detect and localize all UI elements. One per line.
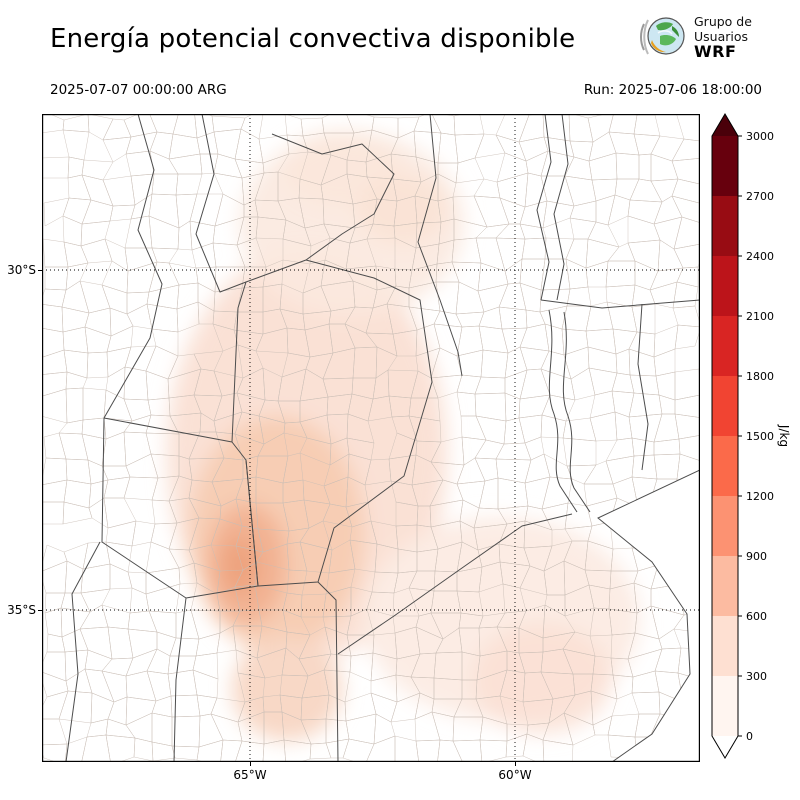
map-canvas: [42, 114, 700, 762]
x-tick-65w: 65°W: [233, 768, 267, 782]
graticule-gridlines: [42, 114, 700, 762]
map-frame: [42, 114, 700, 762]
y-tick-30s: 30°S: [7, 263, 36, 277]
logo-text-line1: Grupo de: [694, 13, 752, 29]
globe-icon: [640, 17, 685, 55]
colorbar-tick-label: 1500: [746, 430, 774, 443]
colorbar-tick-label: 1200: [746, 490, 774, 503]
colorbar-tick-label: 600: [746, 610, 767, 623]
colorbar-segment: [712, 136, 738, 196]
colorbar-segment: [712, 616, 738, 676]
colorbar-tick-label: 3000: [746, 130, 774, 143]
colorbar-tick-label: 900: [746, 550, 767, 563]
colorbar: 0 300 600 900 1200 1500 1800 2100 2400 2700 3000 J/…: [711, 113, 791, 759]
colorbar-tick-label: 2700: [746, 190, 774, 203]
colorbar-tick-label: 0: [746, 730, 753, 743]
run-time-label: Run: 2025-07-06 18:00:00: [583, 82, 762, 98]
department-boundaries: [42, 114, 700, 762]
logo-text-line3: WRF: [694, 41, 737, 61]
page-title: Energía potencial convectiva disponible: [50, 24, 576, 54]
province-boundaries: [65, 114, 700, 762]
colorbar-tick-label: 300: [746, 670, 767, 683]
y-tick-35s: 35°S: [7, 603, 36, 617]
wrf-logo: Grupo de Usuarios WRF: [636, 10, 752, 62]
colorbar-segment: [712, 316, 738, 376]
ocean-area: [598, 470, 700, 762]
x-tickmark-65w: [250, 762, 251, 766]
colorbar-tick-label: 2400: [746, 250, 774, 263]
coastline: [597, 469, 700, 762]
x-tickmark-60w: [515, 762, 516, 766]
colorbar-segment: [712, 556, 738, 616]
y-tickmark-30s: [38, 270, 42, 271]
valid-time-label: 2025-07-07 00:00:00 ARG: [50, 82, 227, 98]
colorbar-under-arrow: [712, 736, 738, 758]
colorbar-segment: [712, 196, 738, 256]
colorbar-segment: [712, 436, 738, 496]
y-tickmark-35s: [38, 610, 42, 611]
colorbar-segment: [712, 676, 738, 736]
logo-text-line2: Usuarios: [694, 28, 749, 44]
colorbar-over-arrow: [712, 114, 738, 136]
x-tick-60w: 60°W: [498, 768, 532, 782]
colorbar-segment: [712, 256, 738, 316]
colorbar-unit-label: J/kg: [777, 424, 791, 447]
colorbar-segment: [712, 376, 738, 436]
colorbar-segment: [712, 496, 738, 556]
colorbar-tick-label: 2100: [746, 310, 774, 323]
colorbar-tick-label: 1800: [746, 370, 774, 383]
